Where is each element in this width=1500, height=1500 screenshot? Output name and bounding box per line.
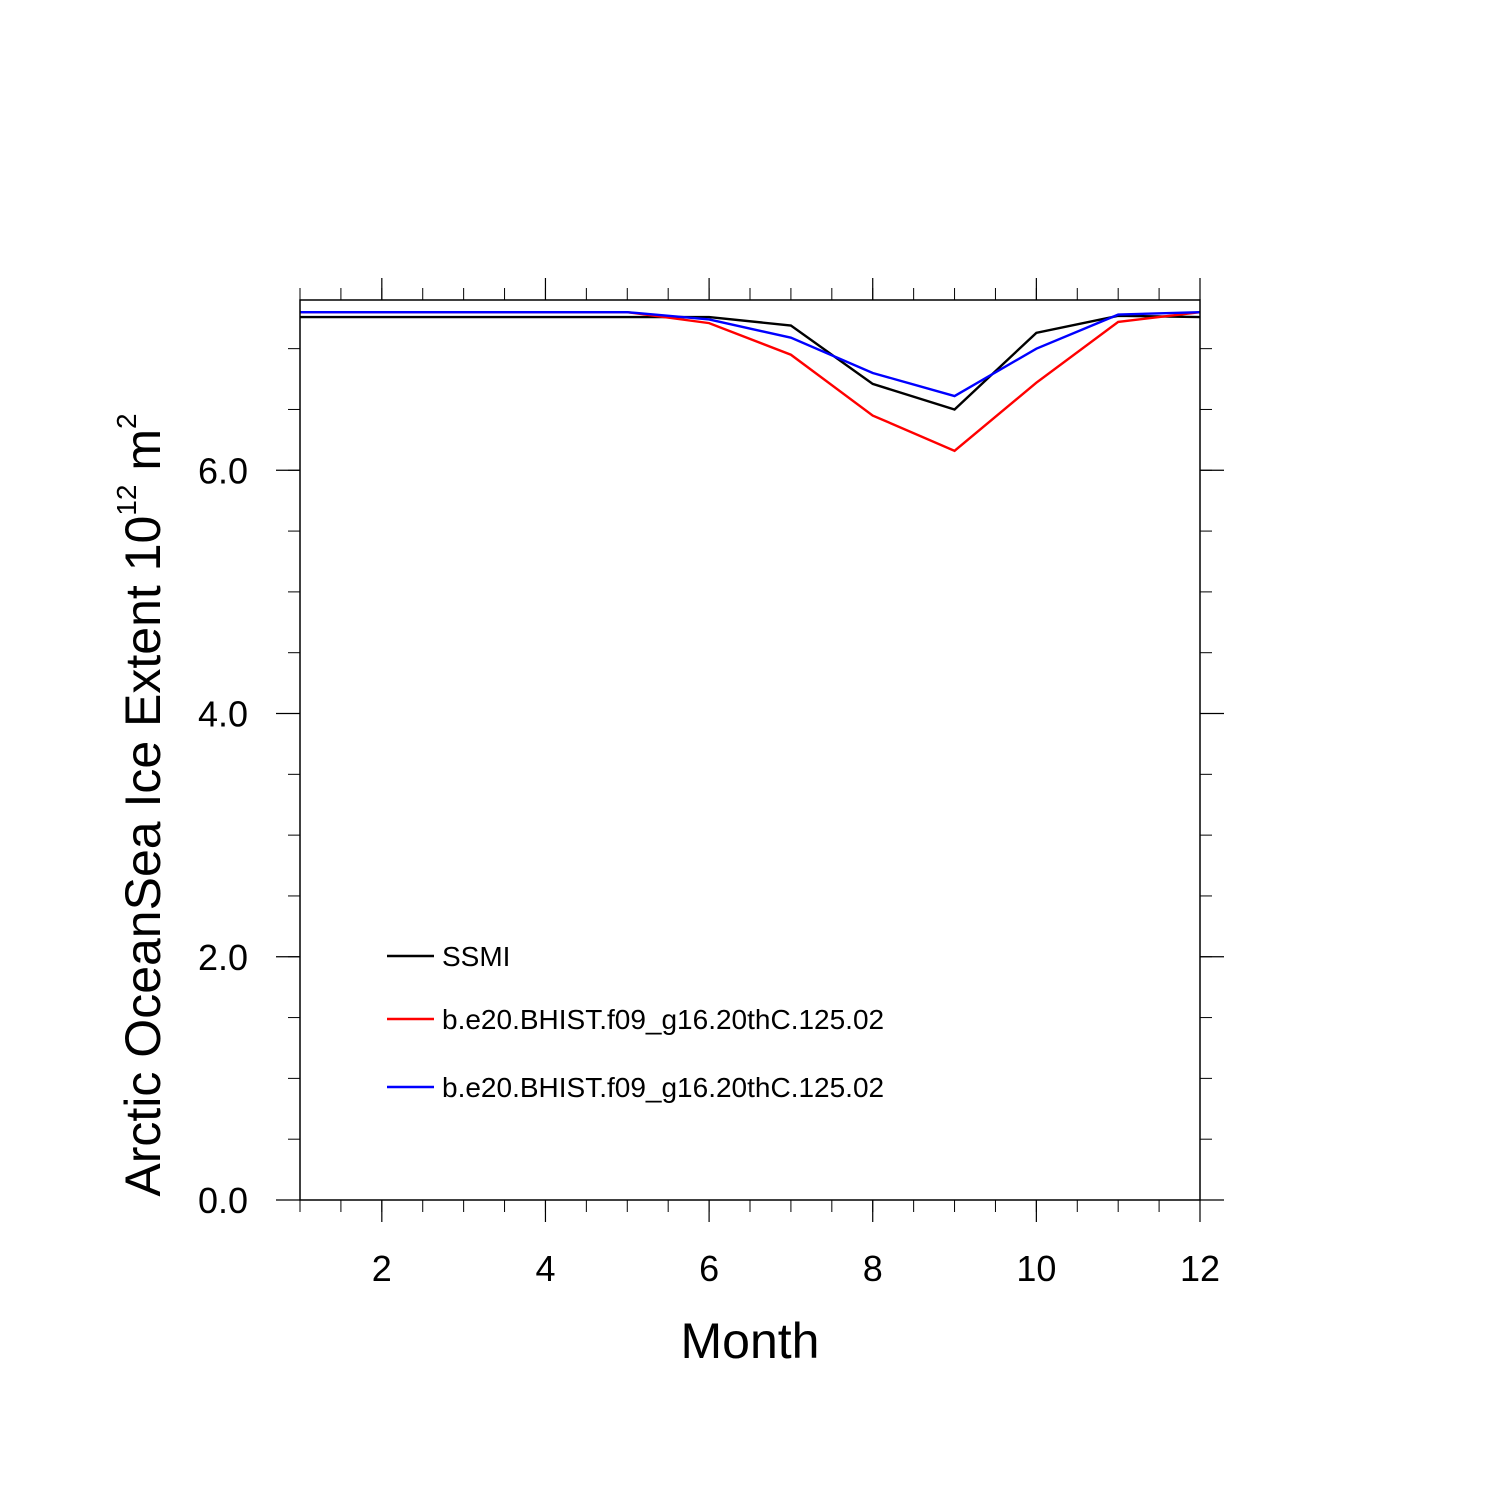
y-axis-title-main: Arctic OceanSea Ice Extent 10 <box>115 516 171 1197</box>
y-tick-label: 0.0 <box>198 1180 248 1221</box>
y-axis-title-unit-exponent: 2 <box>111 413 142 429</box>
legend-label-3: b.e20.BHIST.f09_g16.20thC.125.02 <box>442 1072 884 1103</box>
y-axis-title-unit: m <box>115 429 171 485</box>
series-line-3 <box>300 310 1201 398</box>
x-tick-label: 8 <box>863 1248 883 1289</box>
legend: SSMI b.e20.BHIST.f09_g16.20thC.125.02 b.e2… <box>387 941 884 1103</box>
series-line-1 <box>300 314 1201 411</box>
x-tick-label: 4 <box>535 1248 555 1289</box>
major-ticks <box>276 278 1224 1222</box>
legend-label-1: SSMI <box>442 941 510 972</box>
x-tick-label: 2 <box>372 1248 392 1289</box>
y-tick-label: 6.0 <box>198 450 248 491</box>
tick-labels: 2 4 6 8 10 12 0.0 2.0 4.0 6.0 <box>198 450 1220 1289</box>
legend-label-2: b.e20.BHIST.f09_g16.20thC.125.02 <box>442 1004 884 1035</box>
series-lines <box>300 310 1201 453</box>
x-tick-label: 10 <box>1016 1248 1056 1289</box>
y-axis-title: Arctic OceanSea Ice Extent 1012 m2 <box>111 413 171 1196</box>
y-tick-label: 4.0 <box>198 694 248 735</box>
y-axis-title-exponent: 12 <box>111 485 142 516</box>
x-tick-label: 12 <box>1180 1248 1220 1289</box>
x-tick-label: 6 <box>699 1248 719 1289</box>
x-axis-title: Month <box>681 1313 820 1369</box>
plot-frame <box>299 299 1201 1201</box>
y-tick-label: 2.0 <box>198 937 248 978</box>
